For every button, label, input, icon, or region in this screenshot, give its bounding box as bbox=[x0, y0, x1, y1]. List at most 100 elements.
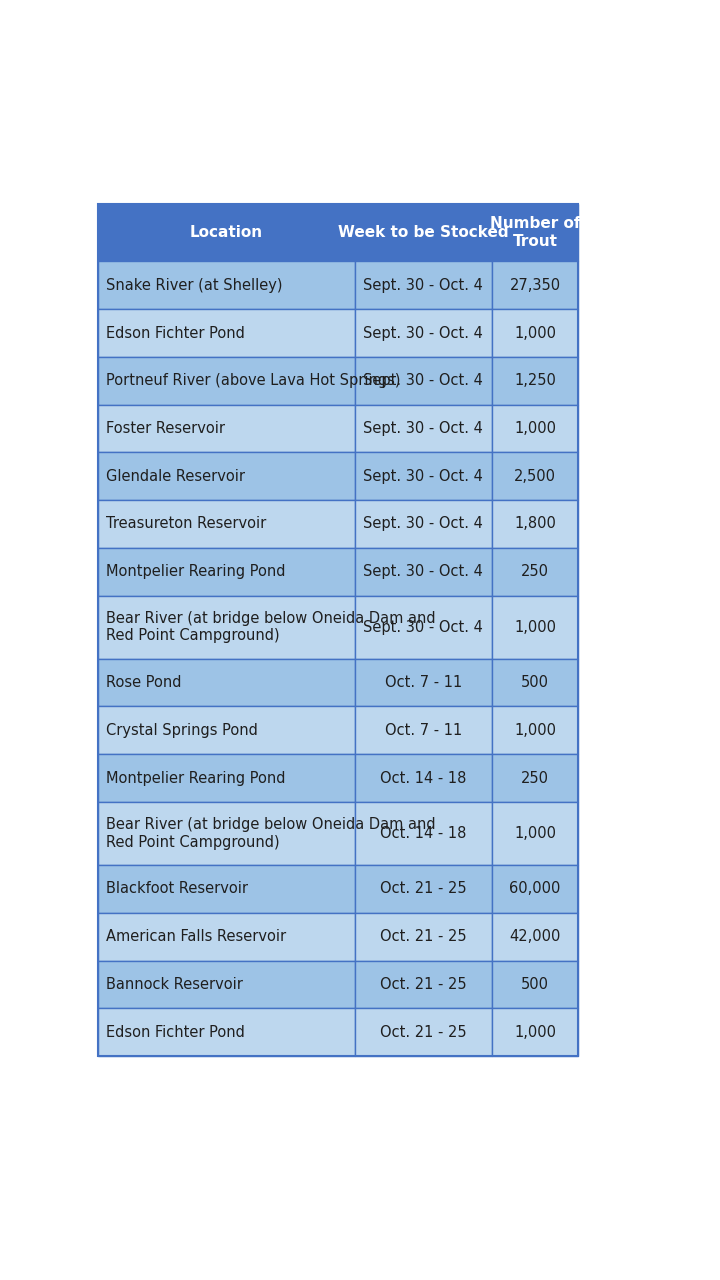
Bar bbox=[355, 204, 492, 261]
Bar bbox=[492, 261, 578, 310]
Bar bbox=[98, 204, 355, 261]
Text: 27,350: 27,350 bbox=[510, 278, 561, 293]
Bar bbox=[355, 357, 492, 404]
Bar bbox=[98, 865, 355, 913]
Text: Oct. 21 - 25: Oct. 21 - 25 bbox=[380, 929, 467, 945]
Bar bbox=[98, 310, 355, 357]
Text: Glendale Reservoir: Glendale Reservoir bbox=[106, 468, 245, 484]
Text: Portneuf River (above Lava Hot Springs): Portneuf River (above Lava Hot Springs) bbox=[106, 374, 400, 388]
Text: Montpelier Rearing Pond: Montpelier Rearing Pond bbox=[106, 771, 285, 786]
Bar bbox=[492, 500, 578, 548]
Text: Bear River (at bridge below Oneida Dam and
Red Point Campground): Bear River (at bridge below Oneida Dam a… bbox=[106, 818, 435, 850]
Text: Oct. 21 - 25: Oct. 21 - 25 bbox=[380, 882, 467, 896]
Text: Blackfoot Reservoir: Blackfoot Reservoir bbox=[106, 882, 248, 896]
Bar bbox=[98, 261, 355, 310]
Bar bbox=[355, 707, 492, 754]
Bar bbox=[355, 452, 492, 500]
Text: 1,000: 1,000 bbox=[514, 1025, 556, 1039]
Bar bbox=[492, 960, 578, 1009]
Text: 250: 250 bbox=[521, 771, 549, 786]
Bar bbox=[355, 595, 492, 659]
Text: Oct. 7 - 11: Oct. 7 - 11 bbox=[384, 723, 462, 737]
Bar bbox=[492, 310, 578, 357]
Text: Foster Reservoir: Foster Reservoir bbox=[106, 421, 225, 436]
Text: Snake River (at Shelley): Snake River (at Shelley) bbox=[106, 278, 282, 293]
Text: 1,000: 1,000 bbox=[514, 325, 556, 340]
Text: 1,800: 1,800 bbox=[514, 516, 556, 531]
Text: Location: Location bbox=[190, 225, 263, 241]
Bar bbox=[355, 865, 492, 913]
Text: 1,000: 1,000 bbox=[514, 421, 556, 436]
Bar bbox=[492, 865, 578, 913]
Bar bbox=[492, 913, 578, 960]
Text: Sept. 30 - Oct. 4: Sept. 30 - Oct. 4 bbox=[364, 564, 483, 580]
Bar bbox=[98, 960, 355, 1009]
Text: Oct. 21 - 25: Oct. 21 - 25 bbox=[380, 977, 467, 992]
Bar bbox=[492, 204, 578, 261]
Text: Sept. 30 - Oct. 4: Sept. 30 - Oct. 4 bbox=[364, 278, 483, 293]
Text: 500: 500 bbox=[521, 675, 549, 690]
Text: Oct. 14 - 18: Oct. 14 - 18 bbox=[380, 771, 467, 786]
Text: Bear River (at bridge below Oneida Dam and
Red Point Campground): Bear River (at bridge below Oneida Dam a… bbox=[106, 611, 435, 644]
Bar bbox=[355, 310, 492, 357]
Bar bbox=[355, 1009, 492, 1056]
Text: 60,000: 60,000 bbox=[509, 882, 561, 896]
Bar bbox=[98, 404, 355, 452]
Bar bbox=[355, 659, 492, 707]
Bar bbox=[355, 261, 492, 310]
Bar bbox=[98, 1009, 355, 1056]
Bar bbox=[492, 452, 578, 500]
Bar bbox=[492, 404, 578, 452]
Text: Montpelier Rearing Pond: Montpelier Rearing Pond bbox=[106, 564, 285, 580]
Bar bbox=[98, 500, 355, 548]
Bar bbox=[98, 659, 355, 707]
Text: Sept. 30 - Oct. 4: Sept. 30 - Oct. 4 bbox=[364, 620, 483, 635]
Bar bbox=[492, 1009, 578, 1056]
Bar bbox=[492, 548, 578, 595]
Text: Sept. 30 - Oct. 4: Sept. 30 - Oct. 4 bbox=[364, 516, 483, 531]
Text: Sept. 30 - Oct. 4: Sept. 30 - Oct. 4 bbox=[364, 374, 483, 388]
Text: Treasureton Reservoir: Treasureton Reservoir bbox=[106, 516, 266, 531]
Bar bbox=[98, 595, 355, 659]
Text: Number of
Trout: Number of Trout bbox=[490, 216, 580, 248]
Bar bbox=[98, 452, 355, 500]
Text: 1,000: 1,000 bbox=[514, 620, 556, 635]
Text: 1,000: 1,000 bbox=[514, 723, 556, 737]
Bar bbox=[98, 204, 578, 1056]
Text: Oct. 7 - 11: Oct. 7 - 11 bbox=[384, 675, 462, 690]
Text: Sept. 30 - Oct. 4: Sept. 30 - Oct. 4 bbox=[364, 421, 483, 436]
Text: American Falls Reservoir: American Falls Reservoir bbox=[106, 929, 286, 945]
Text: Edson Fichter Pond: Edson Fichter Pond bbox=[106, 325, 244, 340]
Bar bbox=[355, 500, 492, 548]
Bar bbox=[492, 659, 578, 707]
Text: 1,000: 1,000 bbox=[514, 826, 556, 841]
Bar bbox=[98, 803, 355, 865]
Bar bbox=[98, 707, 355, 754]
Bar bbox=[492, 803, 578, 865]
Text: 500: 500 bbox=[521, 977, 549, 992]
Text: Sept. 30 - Oct. 4: Sept. 30 - Oct. 4 bbox=[364, 468, 483, 484]
Text: Rose Pond: Rose Pond bbox=[106, 675, 181, 690]
Text: 2,500: 2,500 bbox=[514, 468, 556, 484]
Text: 250: 250 bbox=[521, 564, 549, 580]
Text: Bannock Reservoir: Bannock Reservoir bbox=[106, 977, 243, 992]
Bar bbox=[492, 357, 578, 404]
Bar bbox=[355, 754, 492, 803]
Bar bbox=[355, 913, 492, 960]
Bar bbox=[98, 754, 355, 803]
Bar bbox=[98, 357, 355, 404]
Text: Oct. 14 - 18: Oct. 14 - 18 bbox=[380, 826, 467, 841]
Bar bbox=[355, 960, 492, 1009]
Bar bbox=[492, 595, 578, 659]
Text: Crystal Springs Pond: Crystal Springs Pond bbox=[106, 723, 257, 737]
Text: Oct. 21 - 25: Oct. 21 - 25 bbox=[380, 1025, 467, 1039]
Bar bbox=[98, 548, 355, 595]
Bar bbox=[492, 754, 578, 803]
Text: 1,250: 1,250 bbox=[514, 374, 556, 388]
Bar bbox=[355, 548, 492, 595]
Text: Sept. 30 - Oct. 4: Sept. 30 - Oct. 4 bbox=[364, 325, 483, 340]
Bar bbox=[355, 404, 492, 452]
Bar bbox=[98, 913, 355, 960]
Text: Edson Fichter Pond: Edson Fichter Pond bbox=[106, 1025, 244, 1039]
Bar bbox=[492, 707, 578, 754]
